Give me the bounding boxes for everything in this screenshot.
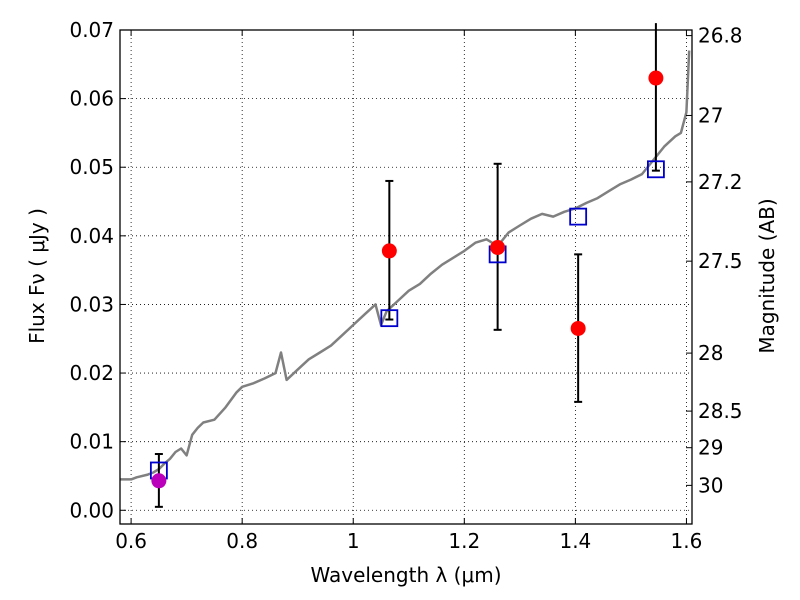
model-spectrum-line [120,50,691,481]
y-tick-label: 0.06 [69,87,114,111]
observed-point [490,239,506,255]
observed-points-layer [151,70,664,489]
limit-point [151,473,167,489]
y-axis-label: Flux Fν ( μJy ) [25,208,49,344]
model-photometry-square [380,309,399,328]
y-tick-label: 0.07 [69,18,114,42]
x-tick-label: 0.8 [226,529,258,553]
model-photometry-square [647,160,665,179]
observed-point [381,243,397,259]
y2-tick-label: 26.8 [698,24,743,48]
plot-frame [119,29,693,525]
y2-tick-label: 27.2 [698,170,743,194]
x-tick-label: 0.6 [115,529,147,553]
y2-axis-label: Magnitude (AB) [755,198,779,353]
y2-tick-label: 29 [698,436,723,460]
y-tick-label: 0.01 [69,430,114,454]
y2-tick-label: 30 [698,473,723,497]
y-tick-label: 0.05 [69,155,114,179]
x-tick-label: 1.6 [671,529,703,553]
model-photometry-square [569,207,588,226]
y2-tick-label: 27 [698,103,723,127]
y2-tick-label: 27.5 [698,249,743,273]
y2-tick-label: 28.5 [698,399,743,423]
x-tick-label: 1.2 [448,529,480,553]
model-photometry-layer [149,160,665,480]
model-spectrum-layer [120,50,691,481]
errorbar-layer [154,23,660,508]
ticks-layer: 0.6 0.8 1 1.2 1.4 1.6 0.00 0.01 0.02 0.03 0.04 0.05… [69,18,742,553]
grid [120,29,692,524]
y-tick-label: 0.00 [69,498,114,522]
y-tick-label: 0.04 [69,224,114,248]
y-tick-label: 0.03 [69,292,114,316]
x-axis-label: Wavelength λ (μm) [310,563,501,587]
x-tick-label: 1.4 [559,529,591,553]
observed-point [648,70,664,86]
observed-point [570,320,586,336]
y2-tick-label: 28 [698,341,723,365]
x-tick-label: 1 [347,529,360,553]
y-tick-label: 0.02 [69,361,114,385]
